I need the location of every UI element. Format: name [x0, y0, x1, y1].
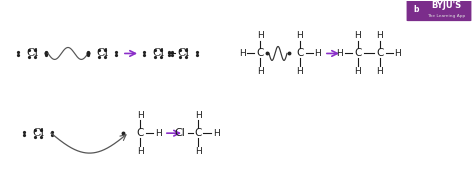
Text: H: H [395, 49, 401, 58]
Text: Cl: Cl [32, 128, 44, 138]
Text: C: C [137, 128, 144, 138]
Text: BYJU'S: BYJU'S [431, 1, 461, 10]
Text: H: H [238, 49, 246, 58]
Text: H: H [315, 49, 321, 58]
Text: H: H [297, 31, 303, 40]
Text: Cl: Cl [177, 49, 189, 58]
Text: C: C [194, 128, 202, 138]
Text: H: H [155, 129, 161, 138]
Text: C: C [376, 49, 383, 58]
Text: H: H [256, 67, 264, 76]
FancyBboxPatch shape [407, 0, 472, 21]
Text: The Learning App: The Learning App [427, 14, 465, 18]
Text: b: b [413, 5, 419, 14]
Text: C: C [296, 49, 304, 58]
Text: C: C [354, 49, 362, 58]
Text: H: H [256, 31, 264, 40]
Text: H: H [377, 67, 383, 76]
Text: H: H [137, 147, 143, 156]
Text: Cl: Cl [174, 128, 185, 138]
Text: H: H [195, 111, 201, 120]
Text: H: H [297, 67, 303, 76]
Text: H: H [213, 129, 219, 138]
Text: H: H [355, 67, 361, 76]
Text: Cl: Cl [26, 49, 38, 58]
Text: H: H [137, 111, 143, 120]
Text: C: C [256, 49, 264, 58]
Text: H: H [377, 31, 383, 40]
Text: H: H [337, 49, 343, 58]
Text: H: H [355, 31, 361, 40]
Text: Cl: Cl [96, 49, 108, 58]
Text: Cl: Cl [152, 49, 164, 58]
Text: H: H [195, 147, 201, 156]
